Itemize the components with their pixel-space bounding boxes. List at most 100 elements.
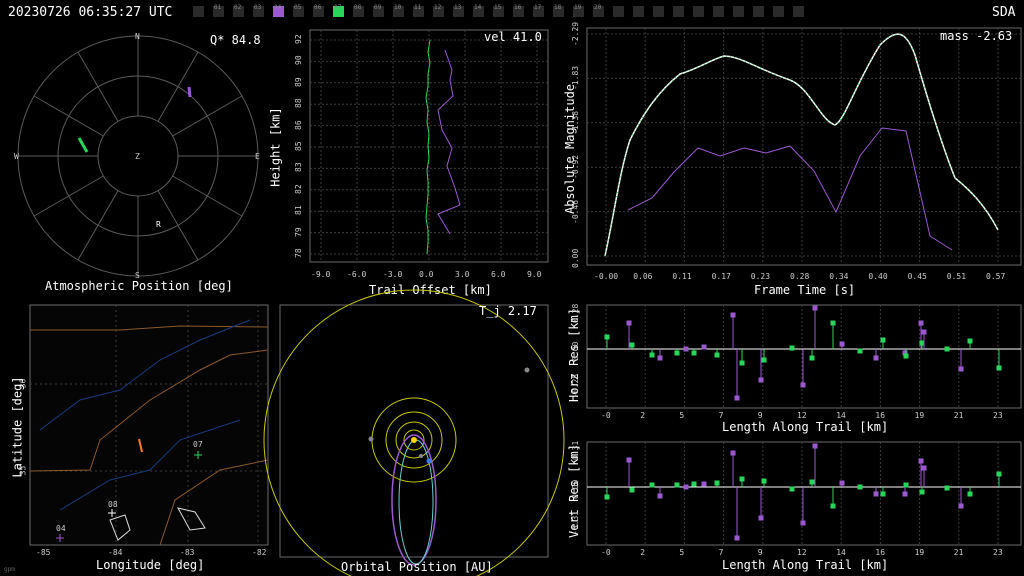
meteoroid-orbit [391,434,437,566]
magnitude-fit-curve [604,33,999,257]
camera-indicator [733,6,744,17]
coast-outline [109,507,206,541]
magnitude-xtick: 0.11 [672,272,692,281]
magnitude-xtick: 0.34 [829,272,849,281]
station-07-marker [194,451,202,459]
trail-xtick: -3.0 [383,270,403,279]
horz-residual-point [683,346,689,352]
mass-label: mass -2.63 [940,29,1013,43]
vert-xtick: 14 [836,548,846,557]
trail-ytick: 86 [294,119,303,130]
camera-indicator [693,6,704,17]
vert-xtick: 23 [993,548,1003,557]
camera-indicator: 15 [493,4,504,17]
map-xlabel: Longitude [deg] [96,558,205,572]
trail-ytick: 79 [294,226,303,237]
camera-indicator [653,6,664,17]
horz-residual-point [921,329,927,335]
vert-residual-point [857,484,863,490]
trail-ytick: 92 [294,34,303,44]
vert-xtick: 12 [797,548,807,557]
trail-ytick: 85 [294,141,303,151]
planet [524,367,530,373]
vert-xtick: 9 [757,548,763,557]
horz-residual-point [967,338,973,344]
camera-indicator [793,6,804,17]
horz-residual-point [996,365,1002,371]
trail-xtick: 6.0 [491,270,506,279]
horz-residual-point [839,341,845,347]
trail-xtick: -6.0 [347,270,367,279]
magnitude-violet-curve [627,127,953,251]
camera-indicator [773,6,784,17]
horz-residual-point [714,352,720,358]
camera-indicator: 18 [553,4,564,17]
horz-ytick: 0.00 [571,341,580,361]
trail-ytick: 89 [294,77,303,87]
horz-residual-point [857,348,863,354]
vert-residual-point [873,491,879,497]
horz-residual-point [944,346,950,352]
vert-xtick: 19 [914,548,925,557]
camera-indicator: 07 [333,4,344,17]
trail-ytick: 90 [294,55,303,66]
magnitude-ytick: 0.00 [571,248,580,268]
camera-indicator: 14 [473,4,484,17]
camera-indicator: 12 [433,4,444,17]
east-label: E [255,152,260,161]
trail-ytick: 82 [294,184,303,194]
earth [426,458,432,464]
vert-ytick: 0.31 [571,440,580,460]
camera-indicator [613,6,624,17]
trail-ytick: 83 [294,162,303,173]
trail-ytick: 81 [294,205,303,216]
vert-residual-point [604,494,610,500]
horz-residual-point [880,337,886,343]
horz-xlabel: Length Along Trail [km] [722,420,889,434]
camera-indicator: 06 [313,4,324,17]
camera-indicator [673,6,684,17]
vert-residual-point [809,479,815,485]
camera-indicator: 20 [593,4,604,17]
vert-residual-point [674,482,680,488]
horz-xtick: 5 [679,411,685,420]
planet [419,454,423,458]
timestamp: 20230726 06:35:27 UTC [8,5,173,20]
camera-indicator: 04 [273,4,284,17]
horz-residual-point [830,320,836,326]
magnitude-xtick: 0.23 [750,272,771,281]
camera-indicator: 05 [293,4,304,17]
camera-indicator: 19 [573,4,584,17]
horz-residual-point [657,355,663,361]
horz-residual-point [958,366,964,372]
trail-xtick: 3.0 [455,270,470,279]
station-04-marker [56,534,64,542]
camera-indicator [713,6,724,17]
vert-residual-point [903,482,909,488]
state-border [30,325,269,331]
vert-xtick: 2 [640,548,646,557]
camera-indicator [193,6,204,17]
horz-xtick: 19 [914,411,925,420]
magnitude-ytick: -1.38 [571,110,580,135]
camera-indicator: 13 [453,4,464,17]
horz-residual-point [701,344,707,350]
horz-residual-point [649,352,655,358]
vert-residual-point [734,535,740,541]
magnitude-xtick: 0.06 [633,272,653,281]
station-08-label: 08 [108,500,118,509]
magnitude-xtick: 0.40 [868,272,888,281]
vert-residual-point [800,520,806,526]
horz-residual-point [919,340,925,346]
horz-residual-point [734,395,740,401]
horz-residual-point [918,320,924,326]
trail-ytick: 88 [294,98,303,109]
vert-residual-point [919,489,925,495]
horz-residual-point [809,355,815,361]
orbit-ring [385,411,443,469]
horz-ytick: -0.28 [571,373,580,398]
horz-residual-point [789,345,795,351]
vert-residual-point [683,484,689,490]
